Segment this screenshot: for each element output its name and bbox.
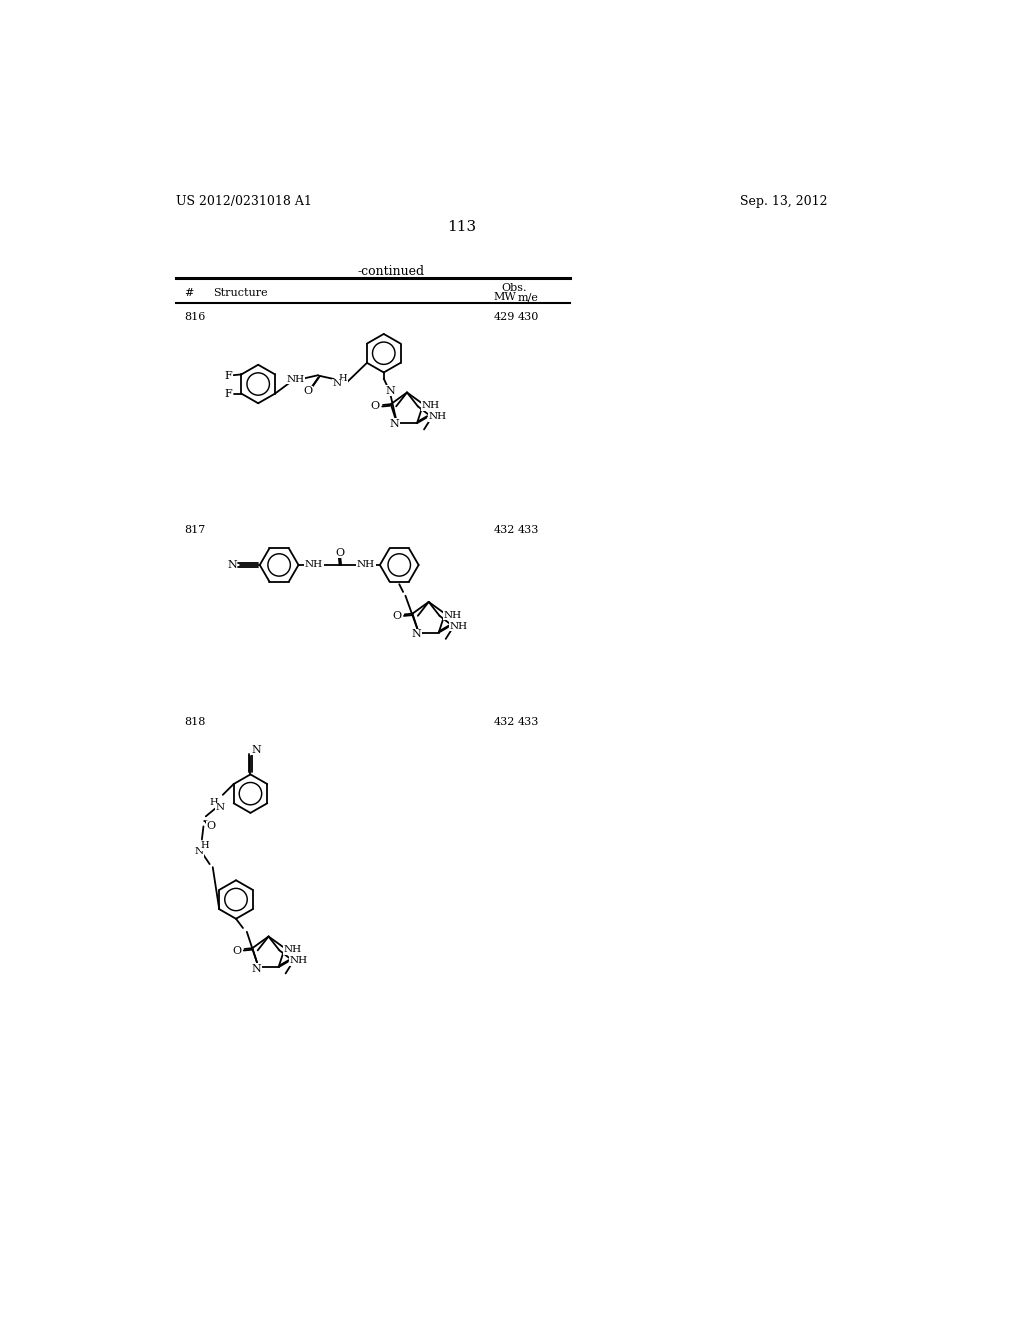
Text: m/e: m/e	[518, 293, 539, 302]
Text: NH: NH	[443, 611, 462, 619]
Text: O: O	[335, 548, 344, 557]
Text: H: H	[209, 799, 218, 807]
Text: NH: NH	[422, 401, 440, 411]
Text: Sep. 13, 2012: Sep. 13, 2012	[740, 195, 827, 209]
Text: H: H	[339, 374, 347, 383]
Text: O: O	[207, 821, 216, 832]
Text: Obs.: Obs.	[502, 284, 527, 293]
Text: 433: 433	[518, 718, 540, 727]
Text: NH: NH	[305, 561, 323, 569]
Text: N: N	[227, 560, 237, 570]
Text: O: O	[232, 945, 242, 956]
Text: 818: 818	[183, 718, 205, 727]
Text: 430: 430	[518, 313, 540, 322]
Text: N: N	[252, 744, 261, 755]
Text: 113: 113	[446, 220, 476, 234]
Text: N: N	[215, 804, 224, 812]
Text: N: N	[385, 385, 395, 396]
Text: NH: NH	[286, 375, 304, 384]
Text: N: N	[412, 630, 421, 639]
Text: NH: NH	[290, 957, 308, 965]
Text: 817: 817	[183, 525, 205, 535]
Text: N: N	[251, 964, 261, 974]
Text: -continued: -continued	[358, 264, 425, 277]
Text: #: #	[183, 288, 194, 298]
Text: MW: MW	[494, 293, 516, 302]
Text: N: N	[195, 847, 204, 857]
Text: NH: NH	[428, 412, 446, 421]
Text: NH: NH	[284, 945, 302, 954]
Text: NH: NH	[450, 622, 468, 631]
Text: 429: 429	[494, 313, 515, 322]
Text: 816: 816	[183, 313, 205, 322]
Text: F: F	[224, 371, 232, 381]
Text: F: F	[224, 388, 232, 399]
Text: N: N	[333, 379, 342, 388]
Text: N: N	[390, 418, 399, 429]
Text: O: O	[371, 401, 380, 412]
Text: 432: 432	[494, 718, 515, 727]
Text: H: H	[201, 841, 209, 850]
Text: 432: 432	[494, 525, 515, 535]
Text: O: O	[392, 611, 401, 620]
Text: 433: 433	[518, 525, 540, 535]
Text: NH: NH	[356, 561, 375, 569]
Text: Structure: Structure	[213, 288, 268, 298]
Text: O: O	[303, 387, 312, 396]
Text: US 2012/0231018 A1: US 2012/0231018 A1	[176, 195, 312, 209]
